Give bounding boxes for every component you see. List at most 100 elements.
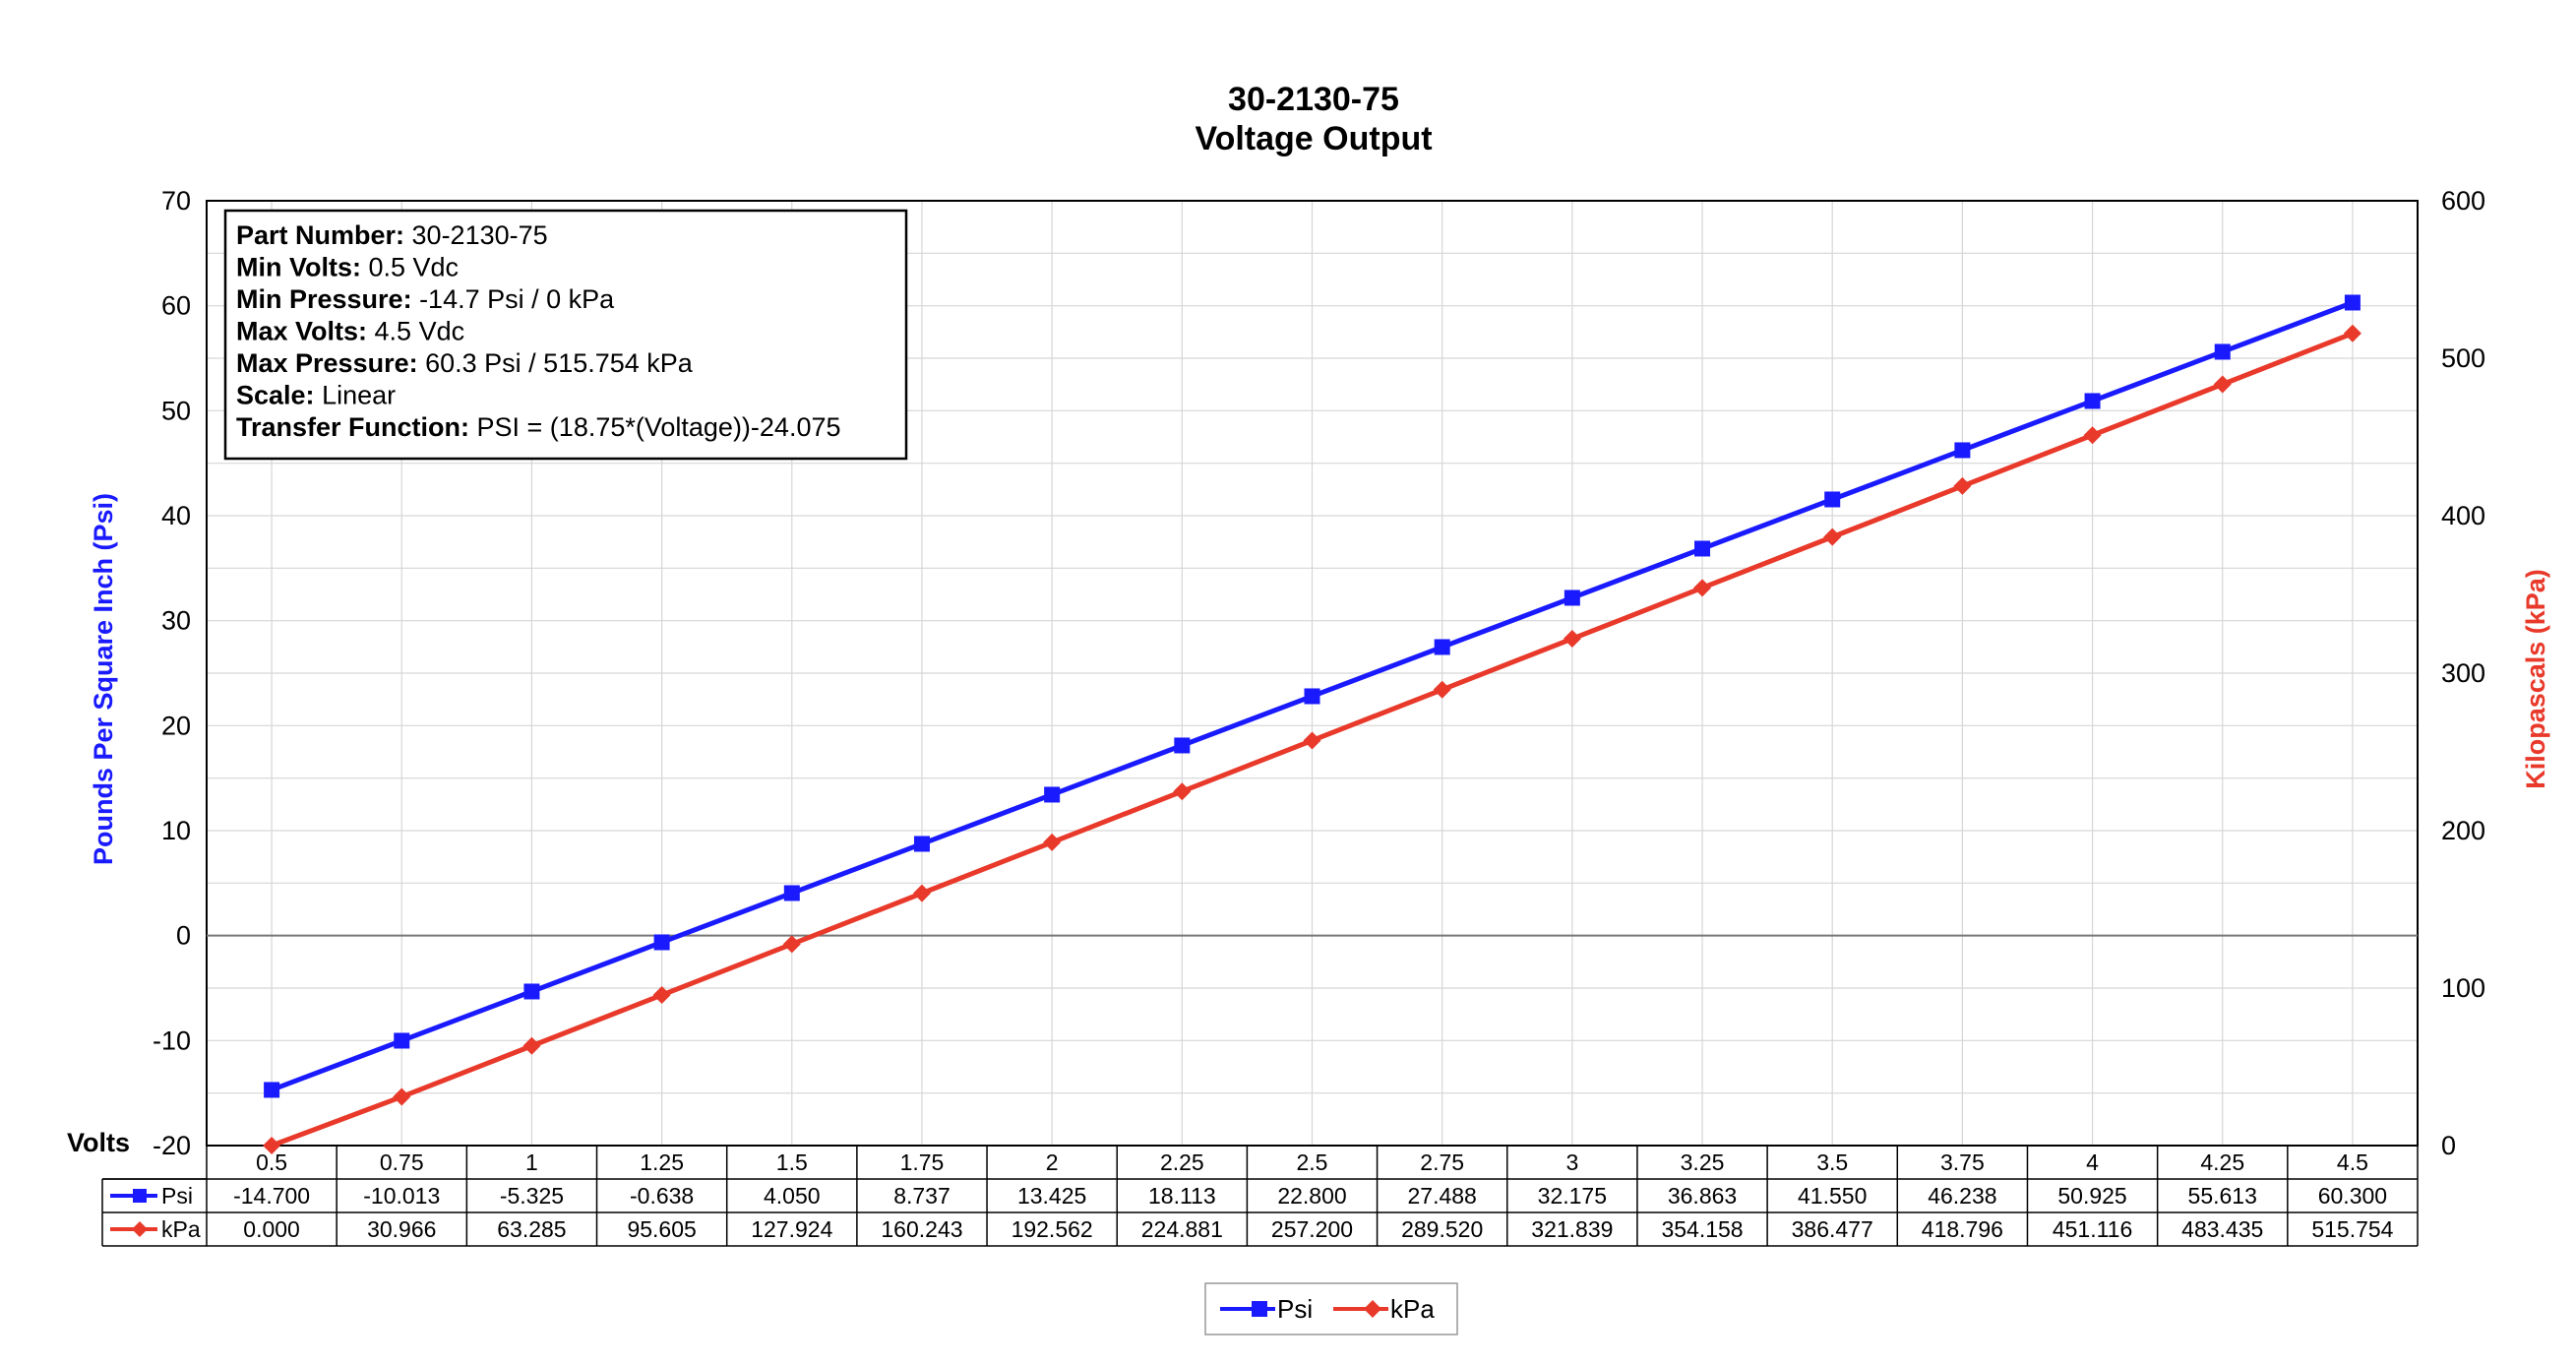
- x-tick-label: 2: [1046, 1149, 1059, 1175]
- info-line: Scale: Linear: [236, 381, 396, 410]
- chart-subtitle: Voltage Output: [1195, 120, 1432, 157]
- x-tick-label: 4.5: [2337, 1149, 2368, 1175]
- table-cell: 60.300: [2318, 1183, 2387, 1209]
- y-tick-label: -20: [153, 1131, 191, 1160]
- info-label: Scale:: [236, 381, 315, 410]
- data-point-psi: [1824, 491, 1841, 508]
- table-cell: 257.200: [1271, 1216, 1353, 1242]
- table-cell: 55.613: [2188, 1183, 2257, 1209]
- plot-area-border: [206, 200, 2419, 1147]
- table-cell: 8.737: [893, 1183, 951, 1209]
- data-point-kpa: [1173, 782, 1192, 801]
- table-cell: 289.520: [1401, 1216, 1483, 1242]
- x-tick-label: 1.5: [776, 1149, 808, 1175]
- y-tick-label: 0: [176, 921, 191, 951]
- data-point-psi: [394, 1032, 410, 1049]
- table-cell: -5.325: [500, 1183, 564, 1209]
- x-tick-label: 0.5: [256, 1149, 287, 1175]
- table-cell: 451.116: [2053, 1216, 2132, 1242]
- table-cell: 192.562: [1012, 1216, 1093, 1242]
- table-cell: 18.113: [1148, 1183, 1216, 1209]
- y2-tick-label: 500: [2441, 343, 2485, 373]
- x-tick-label: 1.75: [900, 1149, 945, 1175]
- table-cell: 50.925: [2057, 1183, 2126, 1209]
- legend-label: kPa: [1390, 1294, 1435, 1324]
- table-cell: 515.754: [2311, 1216, 2393, 1242]
- table-cell: 4.050: [764, 1183, 821, 1209]
- table-legend-key-marker: [133, 1189, 147, 1203]
- y2-tick-label: 400: [2441, 501, 2485, 530]
- x-tick-label: 3.25: [1681, 1149, 1725, 1175]
- data-point-psi: [2214, 343, 2231, 360]
- table-cell: 27.488: [1407, 1183, 1476, 1209]
- info-value: 60.3 Psi / 515.754 kPa: [418, 348, 694, 378]
- info-line: Part Number: 30-2130-75: [236, 220, 548, 250]
- info-label: Max Volts:: [236, 317, 367, 346]
- info-line: Min Pressure: -14.7 Psi / 0 kPa: [236, 284, 615, 314]
- table-legend-key-marker: [132, 1221, 148, 1237]
- x-tick-label: 3: [1565, 1149, 1578, 1175]
- data-point-kpa: [912, 884, 931, 902]
- y-axis-ticks: -20 -10 0 10 20 30 40 50 60 70: [153, 186, 191, 1160]
- info-line: Min Volts: 0.5 Vdc: [236, 253, 459, 282]
- y-tick-label: 50: [161, 396, 191, 425]
- data-point-psi: [1044, 786, 1061, 803]
- y-tick-label: 60: [161, 291, 191, 321]
- info-box: Part Number: 30-2130-75 Min Volts: 0.5 Vd…: [223, 209, 908, 461]
- data-point-psi: [1954, 442, 1971, 459]
- table-cell: 0.000: [243, 1216, 300, 1242]
- data-point-kpa: [1303, 731, 1321, 750]
- y2-tick-label: 600: [2441, 186, 2485, 216]
- x-tick-label: 4: [2086, 1149, 2099, 1175]
- data-point-kpa: [1953, 476, 1972, 495]
- y-axis-label: Pounds Per Square Inch (Psi): [89, 493, 118, 865]
- table-cell: 224.881: [1141, 1216, 1223, 1242]
- info-box-frame: [223, 209, 908, 461]
- info-value: 30-2130-75: [404, 220, 548, 250]
- table-cell: 127.924: [751, 1216, 832, 1242]
- data-point-kpa: [522, 1036, 541, 1055]
- table-series-name: kPa: [161, 1216, 201, 1242]
- info-label: Min Pressure:: [236, 284, 412, 314]
- table-cell: -14.700: [233, 1183, 310, 1209]
- legend-key-marker: [1252, 1301, 1267, 1317]
- data-point-kpa: [2213, 375, 2232, 394]
- data-point-kpa: [782, 935, 801, 954]
- x-axis-label: Volts: [67, 1128, 130, 1157]
- data-point-psi: [523, 983, 540, 1000]
- info-label: Part Number:: [236, 220, 404, 250]
- data-point-psi: [1174, 737, 1191, 754]
- y-tick-label: -10: [153, 1025, 191, 1055]
- table-cell: 354.158: [1661, 1216, 1743, 1242]
- y2-axis-label: Kilopascals (kPa): [2521, 569, 2550, 789]
- y-tick-label: 40: [161, 501, 191, 530]
- series-markers: [263, 294, 2361, 1154]
- x-tick-label: 3.5: [1816, 1149, 1848, 1175]
- table-cell: 321.839: [1531, 1216, 1613, 1242]
- data-point-psi: [1304, 688, 1320, 705]
- info-value: 4.5 Vdc: [367, 317, 464, 346]
- data-point-psi: [1694, 540, 1711, 557]
- data-point-kpa: [1433, 680, 1451, 699]
- table-cell: 22.800: [1277, 1183, 1346, 1209]
- y2-axis-ticks: 0 100 200 300 400 500 600: [2441, 186, 2485, 1160]
- data-point-psi: [913, 836, 930, 852]
- info-line: Max Volts: 4.5 Vdc: [236, 317, 464, 346]
- info-label: Max Pressure:: [236, 348, 418, 378]
- data-point-kpa: [1823, 528, 1842, 546]
- table-cell: 13.425: [1017, 1183, 1086, 1209]
- y-tick-label: 10: [161, 816, 191, 845]
- x-tick-label: 3.75: [1940, 1149, 1985, 1175]
- table-cell: 160.243: [881, 1216, 962, 1242]
- info-label: Transfer Function:: [236, 412, 469, 442]
- x-tick-label: 2.75: [1420, 1149, 1464, 1175]
- data-point-psi: [653, 934, 670, 951]
- chart-title: 30-2130-75: [1228, 81, 1399, 118]
- table-series-name: Psi: [161, 1183, 193, 1209]
- table-cell: 30.966: [367, 1216, 436, 1242]
- info-value: Linear: [315, 381, 397, 410]
- data-point-psi: [783, 885, 800, 901]
- x-tick-label: 0.75: [380, 1149, 424, 1175]
- data-point-psi: [1564, 590, 1580, 606]
